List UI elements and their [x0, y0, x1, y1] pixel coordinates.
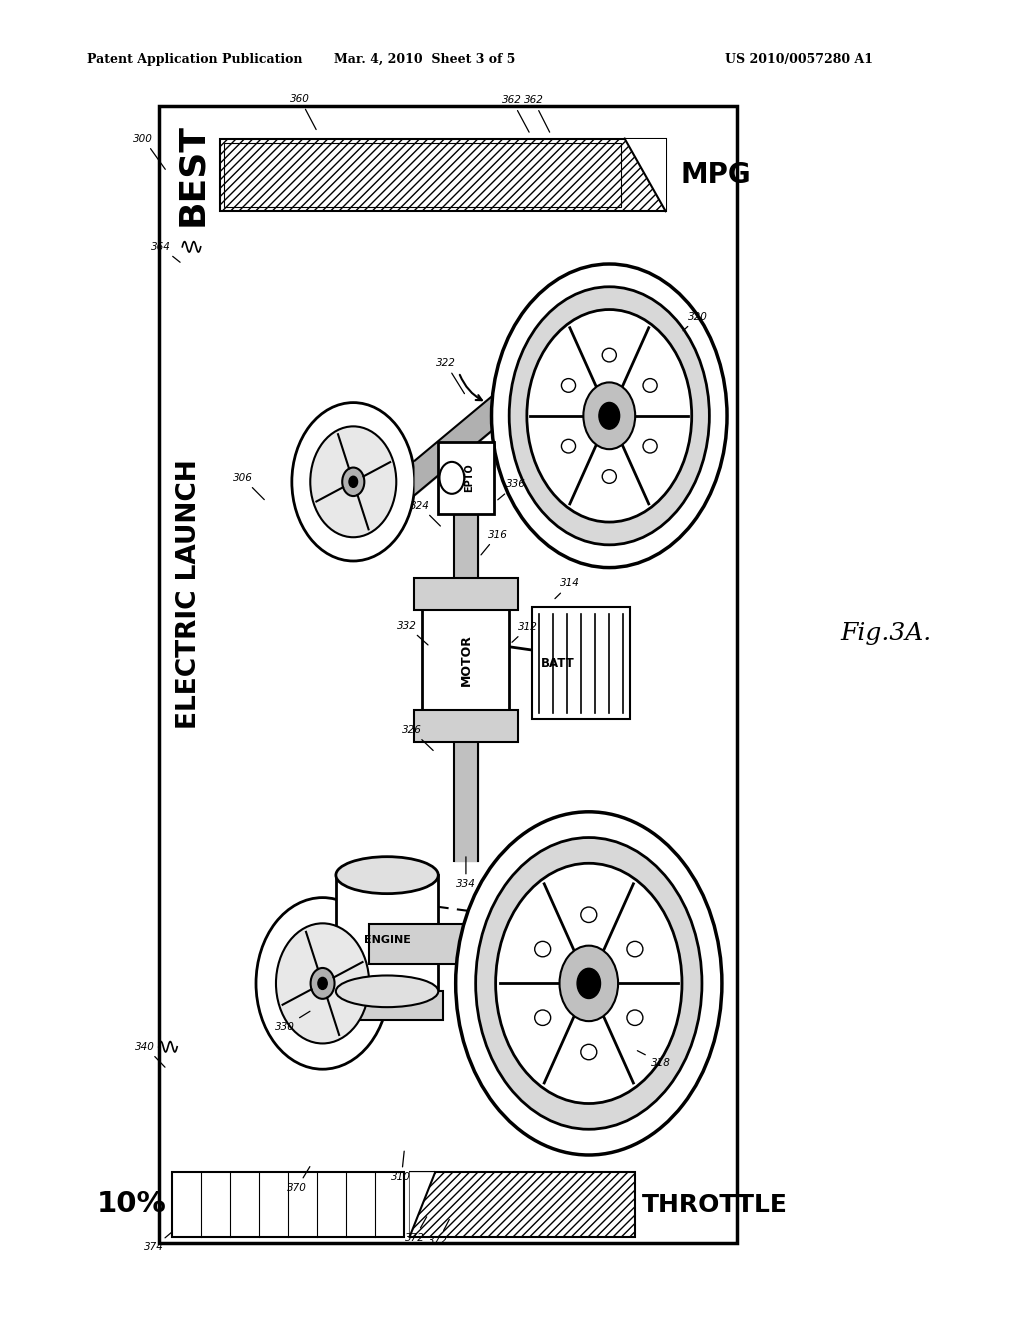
Text: 10%: 10%	[97, 1191, 167, 1218]
Bar	[159, 106, 737, 1243]
Text: Fig.3A.: Fig.3A.	[840, 622, 932, 645]
Text: MPG: MPG	[681, 161, 752, 189]
Text: 362: 362	[502, 95, 529, 132]
Text: 306: 306	[232, 473, 264, 500]
Circle shape	[456, 812, 722, 1155]
Text: 300: 300	[133, 133, 165, 169]
Bar	[369, 924, 522, 964]
Ellipse shape	[643, 440, 657, 453]
Ellipse shape	[535, 941, 551, 957]
Text: 324: 324	[410, 500, 440, 527]
Circle shape	[475, 837, 702, 1129]
Circle shape	[599, 403, 620, 429]
Text: 334: 334	[456, 857, 476, 890]
Text: 310: 310	[391, 1151, 412, 1183]
Bar	[532, 607, 630, 719]
Text: Mar. 4, 2010  Sheet 3 of 5: Mar. 4, 2010 Sheet 3 of 5	[334, 53, 516, 66]
Ellipse shape	[602, 348, 616, 362]
Polygon shape	[410, 1172, 435, 1237]
Text: BATT: BATT	[541, 657, 574, 669]
Circle shape	[256, 898, 389, 1069]
Circle shape	[310, 968, 335, 999]
Circle shape	[492, 264, 727, 568]
Text: 326: 326	[401, 725, 433, 751]
Text: 332: 332	[396, 620, 428, 645]
Text: 330: 330	[274, 1011, 310, 1032]
Circle shape	[292, 403, 415, 561]
Text: EPTO: EPTO	[464, 463, 474, 492]
Circle shape	[310, 426, 396, 537]
Bar	[336, 875, 438, 991]
Text: BEST: BEST	[175, 123, 210, 227]
Circle shape	[578, 969, 600, 998]
Text: 314: 314	[555, 578, 581, 599]
Text: US 2010/0057280 A1: US 2010/0057280 A1	[725, 53, 872, 66]
Ellipse shape	[336, 975, 438, 1007]
Text: 340: 340	[135, 1041, 165, 1067]
Ellipse shape	[627, 1010, 643, 1026]
Bar	[172, 1172, 404, 1237]
Circle shape	[559, 945, 618, 1022]
Text: 320: 320	[683, 312, 709, 331]
Text: 360: 360	[290, 94, 316, 129]
Text: MOTOR: MOTOR	[460, 634, 472, 686]
Circle shape	[496, 863, 682, 1104]
Text: ENGINE: ENGINE	[364, 935, 411, 945]
Bar	[410, 1172, 635, 1237]
Text: 316: 316	[481, 529, 508, 554]
Bar	[414, 578, 518, 610]
Text: 336: 336	[498, 479, 526, 500]
Text: 312: 312	[512, 622, 539, 643]
Polygon shape	[625, 139, 666, 211]
Ellipse shape	[602, 470, 616, 483]
Ellipse shape	[561, 440, 575, 453]
Text: 364: 364	[151, 242, 180, 263]
Text: THROTTLE: THROTTLE	[642, 1192, 787, 1217]
Circle shape	[526, 309, 692, 521]
Text: 322: 322	[435, 358, 465, 393]
Bar	[438, 441, 494, 513]
Text: 318: 318	[637, 1051, 671, 1068]
Ellipse shape	[581, 1044, 597, 1060]
Text: 372: 372	[404, 1217, 427, 1243]
Ellipse shape	[535, 1010, 551, 1026]
Circle shape	[342, 467, 365, 496]
Circle shape	[276, 924, 370, 1043]
Ellipse shape	[336, 857, 438, 894]
Ellipse shape	[581, 907, 597, 923]
Text: Patent Application Publication: Patent Application Publication	[87, 53, 302, 66]
Text: ELECTRIC LAUNCH: ELECTRIC LAUNCH	[176, 459, 203, 729]
Text: 374: 374	[143, 1232, 172, 1253]
Circle shape	[509, 286, 710, 545]
Text: 372: 372	[428, 1220, 450, 1246]
Circle shape	[349, 477, 357, 487]
Text: 362: 362	[523, 95, 550, 132]
Circle shape	[439, 462, 464, 494]
Ellipse shape	[643, 379, 657, 392]
Text: 370: 370	[287, 1167, 310, 1193]
Ellipse shape	[627, 941, 643, 957]
Bar	[423, 594, 510, 726]
Ellipse shape	[561, 379, 575, 392]
Bar	[331, 991, 443, 1020]
Circle shape	[584, 383, 635, 449]
Bar	[414, 710, 518, 742]
Circle shape	[317, 977, 328, 990]
Bar	[224, 143, 621, 207]
Bar	[220, 139, 666, 211]
